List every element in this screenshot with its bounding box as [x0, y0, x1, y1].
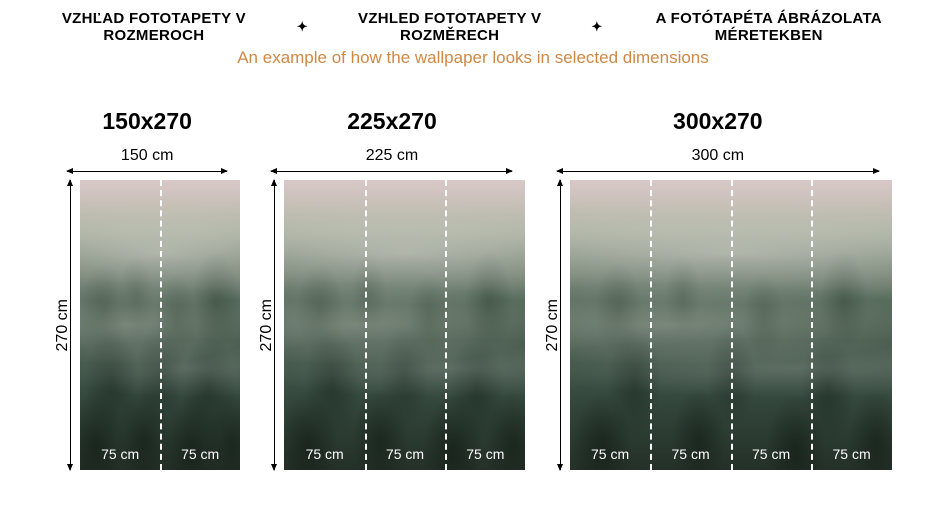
sample-300: 300x270 300 cm 270 cm 75 cm 75 cm 75 cm … — [544, 108, 892, 470]
panel-labels: 75 cm 75 cm — [80, 446, 240, 462]
sparkle-icon: ✦ — [297, 19, 308, 35]
header-section: VZHĽAD FOTOTAPETY V ROZMEROCH ✦ VZHLED F… — [15, 10, 931, 68]
sparkle-icon: ✦ — [591, 19, 602, 35]
sample-title: 225x270 — [347, 108, 437, 135]
panel-label: 75 cm — [570, 446, 651, 462]
image-wrapper: 75 cm 75 cm — [80, 180, 240, 470]
wallpaper-preview: 75 cm 75 cm — [80, 180, 240, 470]
header-text-sk: VZHĽAD FOTOTAPETY V ROZMEROCH — [15, 10, 293, 44]
image-wrapper: 75 cm 75 cm 75 cm — [284, 180, 525, 470]
panel-labels: 75 cm 75 cm 75 cm — [284, 446, 525, 462]
panel-label: 75 cm — [445, 446, 525, 462]
panel-label: 75 cm — [731, 446, 812, 462]
header-multilang-line: VZHĽAD FOTOTAPETY V ROZMEROCH ✦ VZHLED F… — [15, 10, 931, 44]
panel-label: 75 cm — [650, 446, 731, 462]
wallpaper-preview: 75 cm 75 cm 75 cm 75 cm — [570, 180, 892, 470]
sample-body: 270 cm 75 cm 75 cm 75 cm — [258, 180, 525, 470]
panel-label: 75 cm — [365, 446, 445, 462]
image-wrapper: 75 cm 75 cm 75 cm 75 cm — [570, 180, 892, 470]
header-text-cz: VZHLED FOTOTAPETY V ROZMĚRECH — [312, 10, 587, 44]
sample-150: 150x270 150 cm 270 cm 75 cm 75 cm — [54, 108, 240, 470]
height-arrow — [274, 180, 275, 470]
height-arrow — [70, 180, 71, 470]
panel-label: 75 cm — [160, 446, 240, 462]
panel-divider — [160, 180, 162, 470]
header-text-hu: A FOTÓTAPÉTA ÁBRÁZOLATA MÉRETEKBEN — [607, 10, 931, 44]
panel-labels: 75 cm 75 cm 75 cm 75 cm — [570, 446, 892, 462]
width-arrow — [271, 171, 512, 172]
fog-texture — [284, 180, 525, 470]
panel-divider — [445, 180, 447, 470]
header-subtitle: An example of how the wallpaper looks in… — [15, 48, 931, 68]
panel-label: 75 cm — [811, 446, 892, 462]
panel-divider — [731, 180, 733, 470]
width-arrow — [557, 171, 879, 172]
panel-divider — [365, 180, 367, 470]
sample-225: 225x270 225 cm 270 cm 75 cm 75 cm 75 cm — [258, 108, 525, 470]
panel-label: 75 cm — [284, 446, 364, 462]
sample-body: 270 cm 75 cm 75 cm — [54, 180, 240, 470]
width-label: 225 cm — [366, 147, 418, 165]
sample-body: 270 cm 75 cm 75 cm 75 cm 75 cm — [544, 180, 892, 470]
sample-title: 150x270 — [102, 108, 192, 135]
width-label: 300 cm — [692, 147, 744, 165]
wallpaper-preview: 75 cm 75 cm 75 cm — [284, 180, 525, 470]
panel-label: 75 cm — [80, 446, 160, 462]
height-arrow — [560, 180, 561, 470]
panel-divider — [650, 180, 652, 470]
sample-title: 300x270 — [673, 108, 763, 135]
width-arrow — [67, 171, 227, 172]
width-label: 150 cm — [121, 147, 173, 165]
panel-divider — [811, 180, 813, 470]
samples-container: 150x270 150 cm 270 cm 75 cm 75 cm 225x27… — [15, 108, 931, 470]
